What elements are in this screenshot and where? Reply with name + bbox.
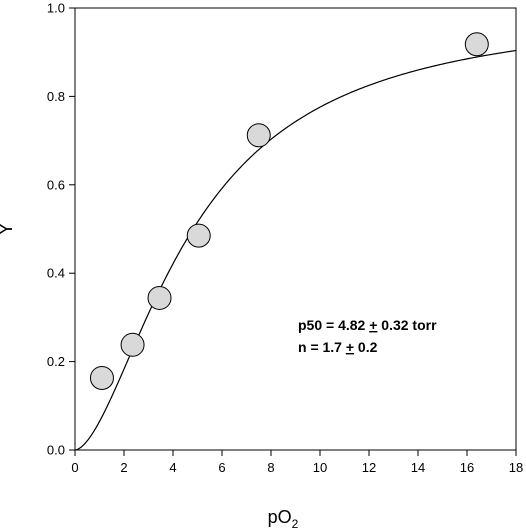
x-tick-label: 18 [509, 460, 523, 475]
annotation-n: n = 1.7 + 0.2 [298, 339, 378, 355]
x-tick-label: 14 [411, 460, 425, 475]
x-tick-label: 0 [71, 460, 78, 475]
x-tick-label: 12 [362, 460, 376, 475]
y-tick-label: 1.0 [47, 1, 65, 16]
x-axis-title-main: pO [268, 507, 292, 527]
x-tick-label: 10 [313, 460, 327, 475]
annotation-n-pm: + [346, 339, 354, 355]
plot-frame [74, 7, 517, 451]
annotation-p50-head: p50 = 4.82 [298, 317, 369, 333]
data-point [120, 332, 145, 357]
x-tick-label: 16 [460, 460, 474, 475]
y-tick-label: 0.4 [47, 266, 65, 281]
plot-area-border [74, 7, 517, 451]
data-point [147, 285, 172, 310]
fit-curve-group [74, 49, 517, 451]
annotation-n-head: n = 1.7 [298, 339, 346, 355]
x-tick-label: 2 [120, 460, 127, 475]
data-points-group [89, 32, 489, 390]
x-tick-label: 6 [218, 460, 225, 475]
data-point [464, 32, 489, 57]
annotation-p50-tail: 0.32 torr [377, 317, 437, 333]
x-tick-label: 8 [267, 460, 274, 475]
y-axis-title: Y [0, 223, 16, 235]
x-axis-title-subscript: 2 [292, 517, 299, 529]
data-point [246, 123, 271, 148]
y-tick-label: 0.8 [47, 89, 65, 104]
ticks-group: 0 2 4 6 8 10 12 14 16 18 0.0 0.2 0.4 0.6 0.8 1.0 [47, 1, 523, 476]
y-tick-label: 0.0 [47, 443, 65, 458]
x-axis-title: pO2 [268, 507, 299, 529]
y-tick-label: 0.6 [47, 177, 65, 192]
annotation-n-tail: 0.2 [354, 339, 378, 355]
x-tick-label: 4 [169, 460, 176, 475]
annotation-p50: p50 = 4.82 + 0.32 torr [298, 317, 437, 333]
fit-curve [74, 49, 517, 451]
y-tick-label: 0.2 [47, 354, 65, 369]
data-point [89, 365, 114, 390]
annotation-p50-pm: + [369, 317, 377, 333]
data-point [186, 223, 211, 248]
